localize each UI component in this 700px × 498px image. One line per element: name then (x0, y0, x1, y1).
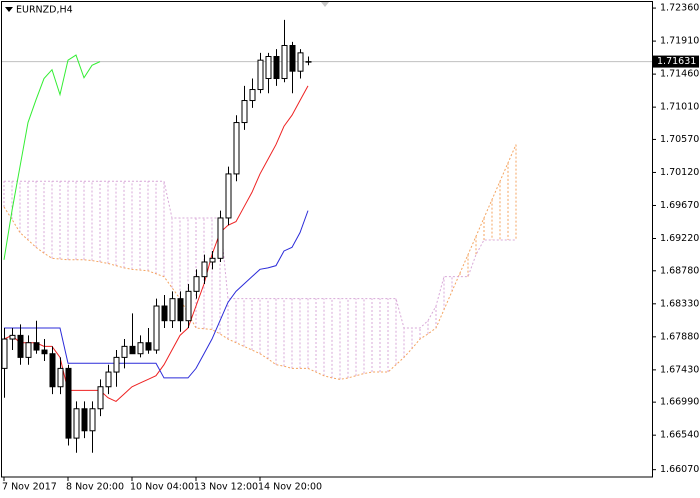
current-price-box (653, 55, 699, 68)
plot-frame (1, 1, 653, 478)
candle-body (161, 305, 168, 322)
candle-body (81, 408, 88, 432)
y-tick-label: 1.66070 (660, 464, 699, 475)
candle-body (281, 44, 288, 80)
candle-body (225, 173, 232, 219)
y-tick-label: 1.67880 (660, 331, 699, 342)
candle-body (105, 371, 112, 388)
candle-body (137, 342, 144, 355)
current-price-label: 1.71631 (657, 56, 696, 67)
y-tick-label: 1.71010 (660, 102, 699, 113)
candle-body (153, 305, 160, 351)
y-tick-label: 1.67430 (660, 364, 699, 375)
y-tick-label: 1.69220 (660, 233, 699, 244)
candle-body (121, 345, 128, 358)
candle-body (65, 367, 72, 439)
candle-body (217, 217, 224, 259)
candle-body (209, 257, 216, 263)
candle-body (233, 122, 240, 175)
candle-body (193, 276, 200, 292)
candle-body (289, 44, 296, 72)
candle-body (97, 386, 104, 410)
candle-body (73, 408, 80, 439)
y-tick-label: 1.66540 (660, 430, 699, 441)
y-tick-label: 1.71460 (660, 69, 699, 80)
indicator-line (3, 54, 101, 260)
y-tick-label: 1.71910 (660, 36, 699, 47)
indicator-line (4, 210, 309, 379)
candle-body (25, 342, 32, 358)
candle-body (265, 56, 272, 80)
candle-body (41, 349, 48, 355)
y-tick-label: 1.66990 (660, 397, 699, 408)
candle-body (129, 345, 136, 355)
y-tick-label: 1.68780 (660, 265, 699, 276)
symbol-marker (5, 7, 13, 12)
indicator-line (3, 85, 309, 403)
candle-body (185, 290, 192, 322)
candle-body (273, 56, 280, 80)
candle-body (169, 298, 176, 322)
candle-body (9, 334, 16, 340)
y-tick-label: 1.68330 (660, 298, 699, 309)
candle-body (201, 261, 208, 278)
candle-body (305, 61, 312, 63)
x-tick-label: 7 Nov 2017 (2, 482, 57, 493)
candle-body (145, 342, 152, 351)
senkou-span-b (4, 180, 516, 329)
candle-body (241, 100, 248, 124)
shift-marker (321, 2, 329, 7)
candle-body (49, 353, 56, 388)
senkou-span-a (3, 144, 517, 380)
y-tick-label: 1.70120 (660, 167, 699, 178)
candle-body (249, 89, 256, 102)
x-tick-label: 8 Nov 20:00 (66, 482, 124, 493)
x-tick-label: 13 Nov 12:00 (194, 482, 258, 493)
candle-body (297, 52, 304, 72)
candle-body (57, 367, 64, 388)
candle-body (177, 298, 184, 322)
candle-body (257, 59, 264, 91)
y-tick-label: 1.70570 (660, 134, 699, 145)
candle-body (89, 408, 96, 432)
x-tick-label: 10 Nov 04:00 (130, 482, 194, 493)
candle-body (17, 334, 24, 358)
candle-body (113, 356, 120, 373)
y-tick-label: 1.69670 (660, 200, 699, 211)
x-tick-label: 14 Nov 20:00 (258, 482, 322, 493)
chart-title: EURNZD,H4 (16, 5, 73, 16)
candle-body (33, 342, 40, 351)
candle-body (1, 338, 8, 369)
y-tick-label: 1.72360 (660, 3, 699, 14)
